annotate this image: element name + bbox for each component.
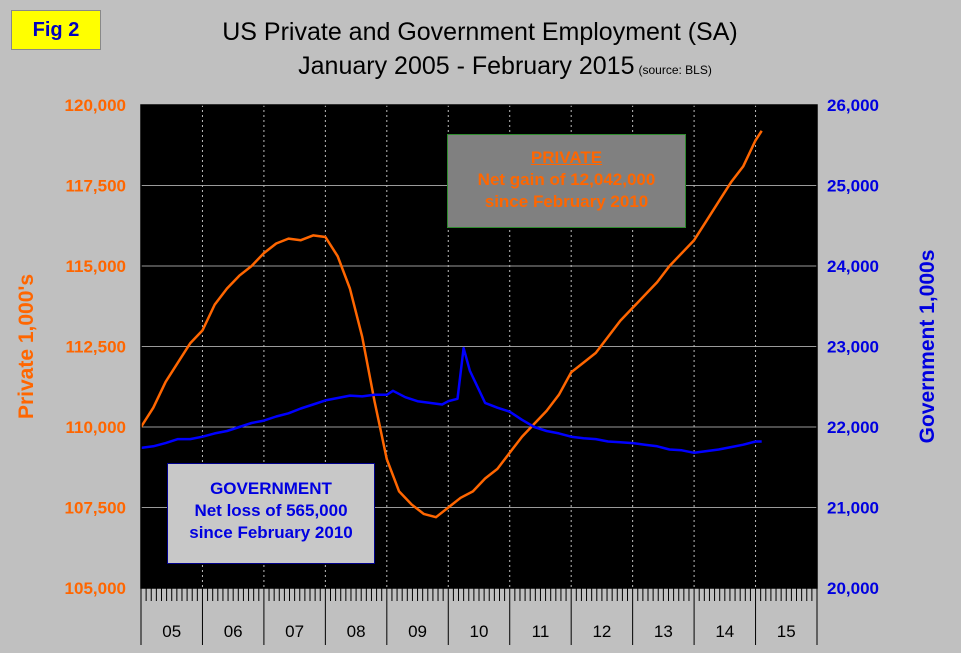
- chart-subtitle: January 2005 - February 2015 (source: BLS…: [120, 52, 840, 81]
- y-tick-right: 22,000: [827, 418, 879, 437]
- source-note: (source: BLS): [638, 63, 712, 77]
- y-tick-left: 120,000: [65, 96, 126, 115]
- y-tick-right: 21,000: [827, 499, 879, 518]
- x-tick-label: 09: [408, 622, 427, 641]
- x-tick-label: 14: [715, 622, 734, 641]
- x-tick-label: 10: [470, 622, 489, 641]
- axes-layer: 105,000 107,500 110,000 112,500 115,000 117,5…: [65, 96, 879, 645]
- x-tick-label: 13: [654, 622, 673, 641]
- x-tick-label: 07: [285, 622, 304, 641]
- x-tick-label: 06: [224, 622, 243, 641]
- x-tick-label: 12: [592, 622, 611, 641]
- government-annotation-head: GOVERNMENT: [210, 479, 332, 498]
- series-line-government: [140, 346, 762, 455]
- y-axis-label-left: Private 1,000's: [15, 274, 38, 419]
- y-tick-left: 105,000: [65, 579, 126, 598]
- chart-date-range: January 2005 - February 2015: [298, 52, 635, 80]
- private-annotation-head: PRIVATE: [530, 148, 603, 167]
- y-tick-left: 117,500: [65, 177, 126, 196]
- y-tick-right: 26,000: [827, 96, 879, 115]
- figure-badge: Fig 2: [11, 10, 101, 50]
- series-line-private: [139, 130, 763, 519]
- y-tick-right: 20,000: [827, 579, 879, 598]
- government-annotation: GOVERNMENT Net loss of 565,000 since Feb…: [167, 463, 375, 564]
- private-annotation: PRIVATE Net gain of 12,042,000 since Feb…: [447, 134, 686, 228]
- y-tick-right: 25,000: [827, 177, 879, 196]
- x-tick-label: 08: [347, 622, 366, 641]
- series-layer: [139, 130, 763, 519]
- x-tick-label: 15: [777, 622, 796, 641]
- government-annotation-line2: Net loss of 565,000: [194, 501, 348, 520]
- y-tick-left: 115,000: [65, 257, 126, 276]
- x-tick-label: 11: [532, 622, 550, 641]
- x-tick-label: 05: [162, 622, 181, 641]
- y-tick-right: 23,000: [827, 338, 879, 357]
- y-tick-left: 107,500: [65, 499, 126, 518]
- private-annotation-line2: Net gain of 12,042,000: [477, 170, 656, 189]
- government-annotation-line3: since February 2010: [189, 523, 353, 542]
- y-tick-right: 24,000: [827, 257, 879, 276]
- y-tick-left: 112,500: [65, 338, 126, 357]
- chart-title: US Private and Government Employment (SA…: [222, 18, 738, 46]
- y-axis-label-right: Government 1,000s: [916, 250, 939, 444]
- private-annotation-line3: since February 2010: [484, 192, 649, 211]
- y-tick-left: 110,000: [65, 418, 126, 437]
